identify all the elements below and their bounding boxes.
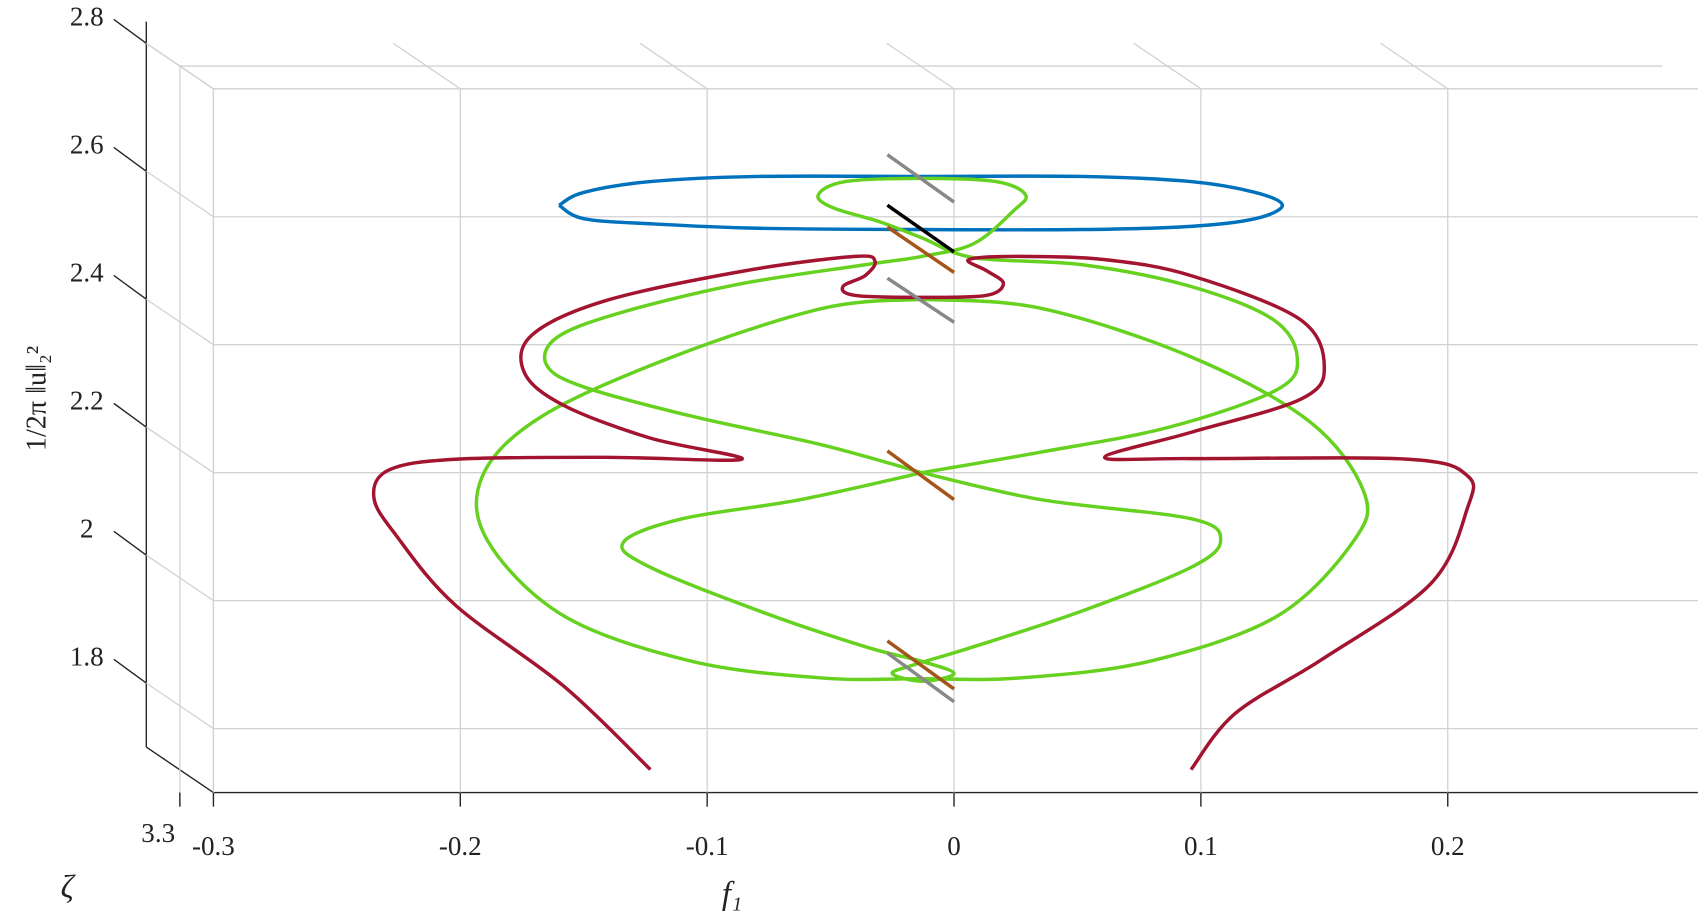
curve — [886, 203, 956, 254]
y-tick-label: 2.6 — [70, 130, 104, 160]
y-tick — [145, 426, 214, 474]
y-tick-label: 2.2 — [70, 386, 104, 416]
grid-line — [392, 42, 461, 90]
x-tick-label: -0.2 — [439, 831, 482, 861]
grid-line — [639, 42, 708, 90]
y-tick-label: 2.8 — [70, 2, 104, 32]
grid-line — [886, 42, 955, 90]
z-axis-label: ζ — [61, 869, 76, 905]
x-tick-label: -0.3 — [192, 831, 235, 861]
z-tick-label: 3.3 — [141, 818, 175, 848]
y-tick — [113, 530, 147, 556]
x-tick-label: 0 — [947, 831, 961, 861]
curve — [886, 153, 956, 204]
curve — [886, 449, 956, 501]
grid-line — [1133, 42, 1202, 90]
y-tick — [113, 402, 147, 428]
curve — [558, 174, 1285, 232]
y-tick — [145, 170, 214, 218]
curve — [886, 276, 955, 324]
y-tick — [113, 658, 147, 684]
curve — [886, 651, 956, 704]
y-tick-label: 1.8 — [70, 641, 104, 671]
curve — [620, 470, 1223, 683]
x-tick-label: -0.1 — [686, 831, 729, 861]
y-axis-label: 1/2π ‖u‖₂² — [22, 346, 53, 451]
y-tick-label: 2.4 — [70, 258, 104, 288]
curve — [371, 254, 1476, 771]
grid-line — [1380, 42, 1449, 90]
curve — [474, 297, 1370, 682]
y-tick — [145, 42, 214, 90]
y-tick-label: 2 — [80, 514, 94, 544]
x-tick-label: 0.2 — [1431, 831, 1465, 861]
curve — [886, 225, 956, 274]
y-tick — [145, 298, 214, 346]
x-axis-label: f₁ — [722, 876, 742, 912]
y-tick — [145, 554, 214, 602]
y-tick — [113, 274, 147, 300]
x-tick-label: 0.1 — [1184, 831, 1218, 861]
y-tick — [113, 146, 147, 172]
curve — [886, 639, 956, 691]
y-tick — [145, 682, 214, 730]
y-tick — [113, 18, 147, 44]
